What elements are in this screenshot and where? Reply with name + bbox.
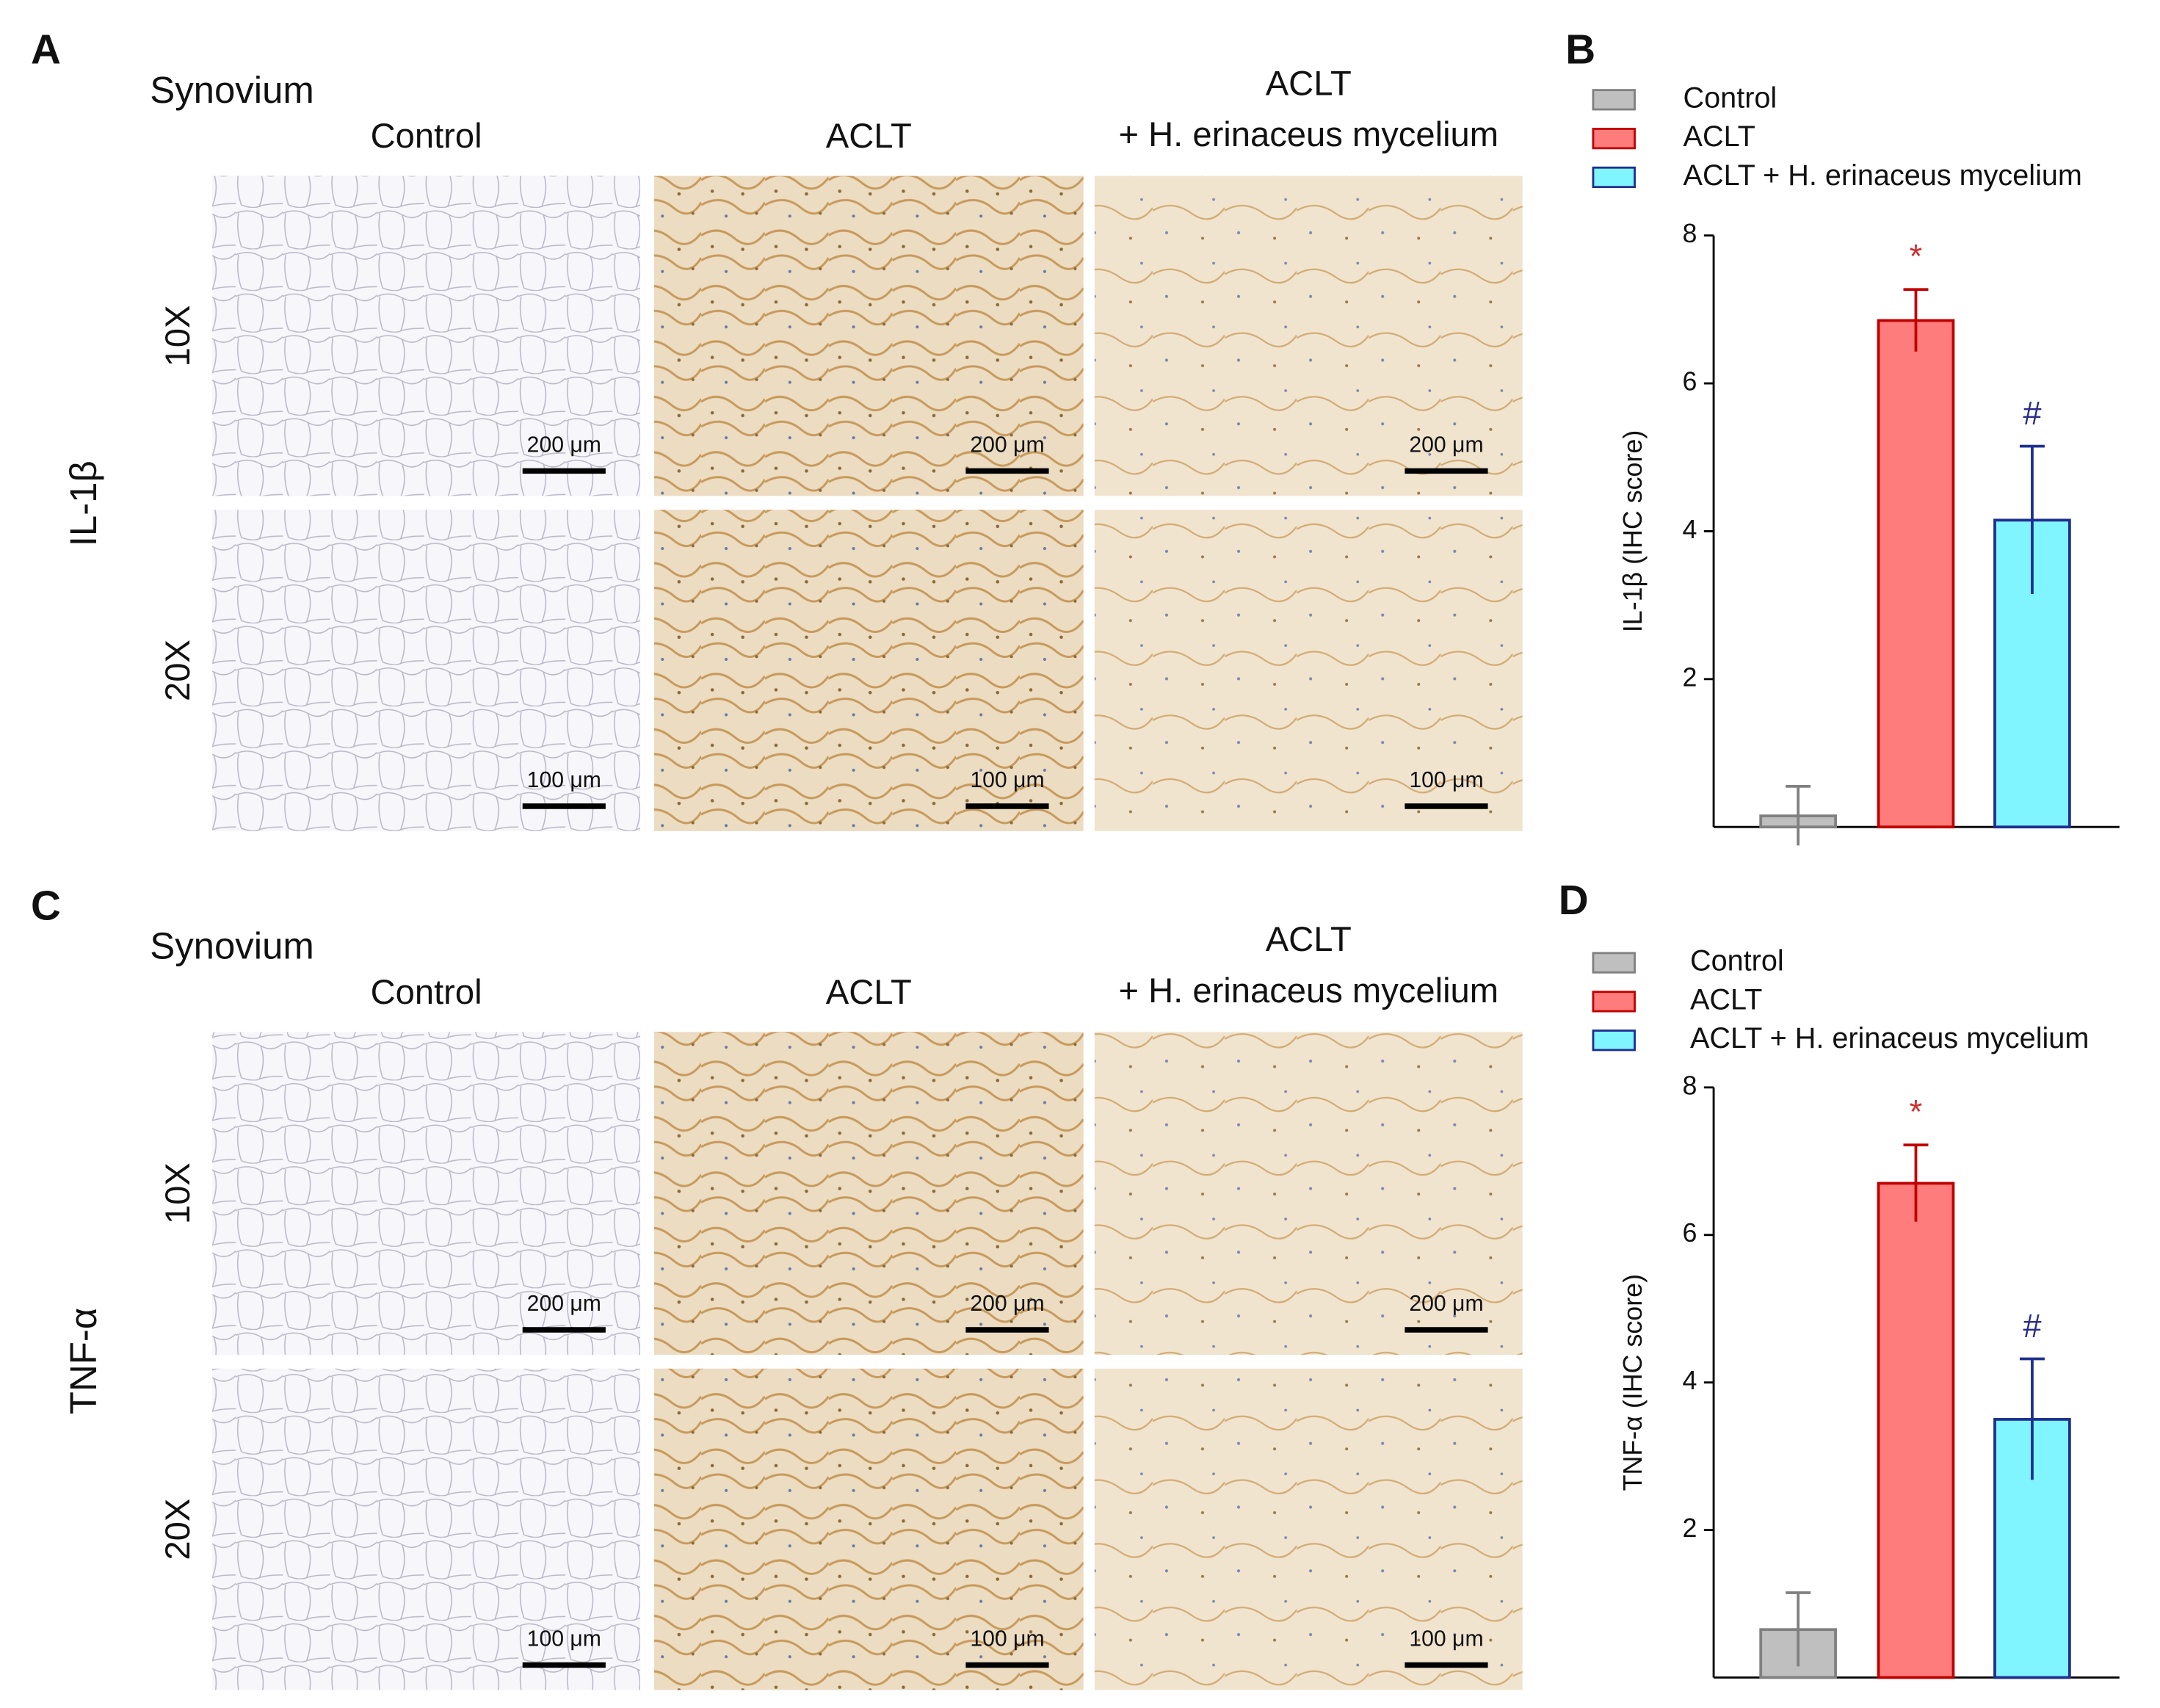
y-tick-label: 4: [1682, 515, 1697, 544]
significance-mark: #: [2023, 1307, 2041, 1345]
y-tick-label: 8: [1682, 219, 1697, 248]
micrograph: [212, 510, 641, 831]
micrograph: [653, 510, 1084, 831]
significance-mark: *: [1910, 238, 1923, 275]
legend-swatch: [1592, 89, 1636, 111]
scale-bar-label: 200 μm: [970, 1292, 1044, 1316]
magnification-label: 10X: [158, 1162, 197, 1224]
legend-label: ACLT + H. erinaceus mycelium: [1690, 1022, 2089, 1054]
legend-label: Control: [1684, 82, 1777, 114]
panel-label: D: [1559, 877, 1589, 923]
column-header: + H. erinaceus mycelium: [1118, 115, 1498, 153]
marker-label: IL-1β: [62, 460, 104, 546]
legend-swatch: [1592, 166, 1636, 189]
bar: [1877, 1182, 1955, 1679]
scale-bar-label: 200 μm: [970, 433, 1044, 457]
y-tick-label: 6: [1682, 367, 1697, 397]
significance-mark: #: [2023, 394, 2041, 432]
scale-bar-label: 100 μm: [527, 1627, 601, 1651]
significance-mark: *: [1910, 1093, 1923, 1131]
y-axis-label: IL-1β (IHC score): [1618, 430, 1648, 632]
magnification-label: 20X: [158, 1499, 197, 1560]
micrograph: [212, 175, 641, 496]
magnification-label: 10X: [158, 305, 197, 367]
micrograph: [212, 1368, 641, 1690]
micrograph: [653, 1368, 1084, 1690]
legend-label: ACLT + H. erinaceus mycelium: [1684, 159, 2082, 192]
scale-bar-label: 200 μm: [1409, 433, 1483, 457]
micrograph: [653, 175, 1084, 496]
column-header: ACLT: [826, 972, 912, 1011]
tissue-label: Synovium: [150, 925, 314, 967]
legend-label: ACLT: [1684, 120, 1755, 153]
micrograph: [1094, 1368, 1523, 1690]
y-tick-label: 4: [1682, 1366, 1697, 1395]
column-header: Control: [371, 116, 482, 155]
tissue-label: Synovium: [150, 69, 314, 111]
scale-bar-label: 200 μm: [527, 1292, 601, 1316]
scale-bar-label: 100 μm: [1409, 768, 1483, 792]
scale-bar-label: 100 μm: [527, 768, 601, 792]
legend-label: ACLT: [1690, 983, 1762, 1016]
panel-label: C: [31, 882, 61, 928]
legend-swatch: [1592, 1029, 1636, 1052]
magnification-label: 20X: [158, 640, 197, 701]
scale-bar-label: 100 μm: [970, 1627, 1044, 1651]
marker-label: TNF-α: [62, 1308, 104, 1414]
micrograph: [1094, 175, 1523, 496]
panel-label: A: [31, 26, 61, 73]
micrograph: [212, 1032, 641, 1355]
y-tick-label: 6: [1682, 1218, 1697, 1248]
y-tick-label: 2: [1682, 1513, 1697, 1543]
legend-swatch: [1592, 952, 1636, 974]
micrograph: [1094, 510, 1523, 831]
column-header: Control: [371, 972, 482, 1011]
bar: [1877, 319, 1955, 829]
legend-swatch: [1592, 991, 1636, 1013]
y-tick-label: 8: [1682, 1071, 1697, 1100]
scale-bar-label: 200 μm: [1409, 1292, 1483, 1316]
legend-swatch: [1592, 128, 1636, 150]
micrograph: [1094, 1032, 1523, 1355]
panel-label: B: [1565, 26, 1595, 73]
scale-bar-label: 200 μm: [527, 433, 601, 457]
column-header: ACLT: [826, 116, 912, 155]
column-header: + H. erinaceus mycelium: [1118, 971, 1498, 1010]
scale-bar-label: 100 μm: [970, 768, 1044, 792]
micrograph: [653, 1032, 1084, 1355]
y-axis-label: TNF-α (IHC score): [1618, 1274, 1648, 1491]
scale-bar-label: 100 μm: [1409, 1627, 1483, 1651]
column-header: ACLT: [1266, 63, 1352, 102]
y-tick-label: 2: [1682, 662, 1697, 692]
column-header: ACLT: [1266, 919, 1352, 958]
legend-label: Control: [1690, 945, 1784, 977]
